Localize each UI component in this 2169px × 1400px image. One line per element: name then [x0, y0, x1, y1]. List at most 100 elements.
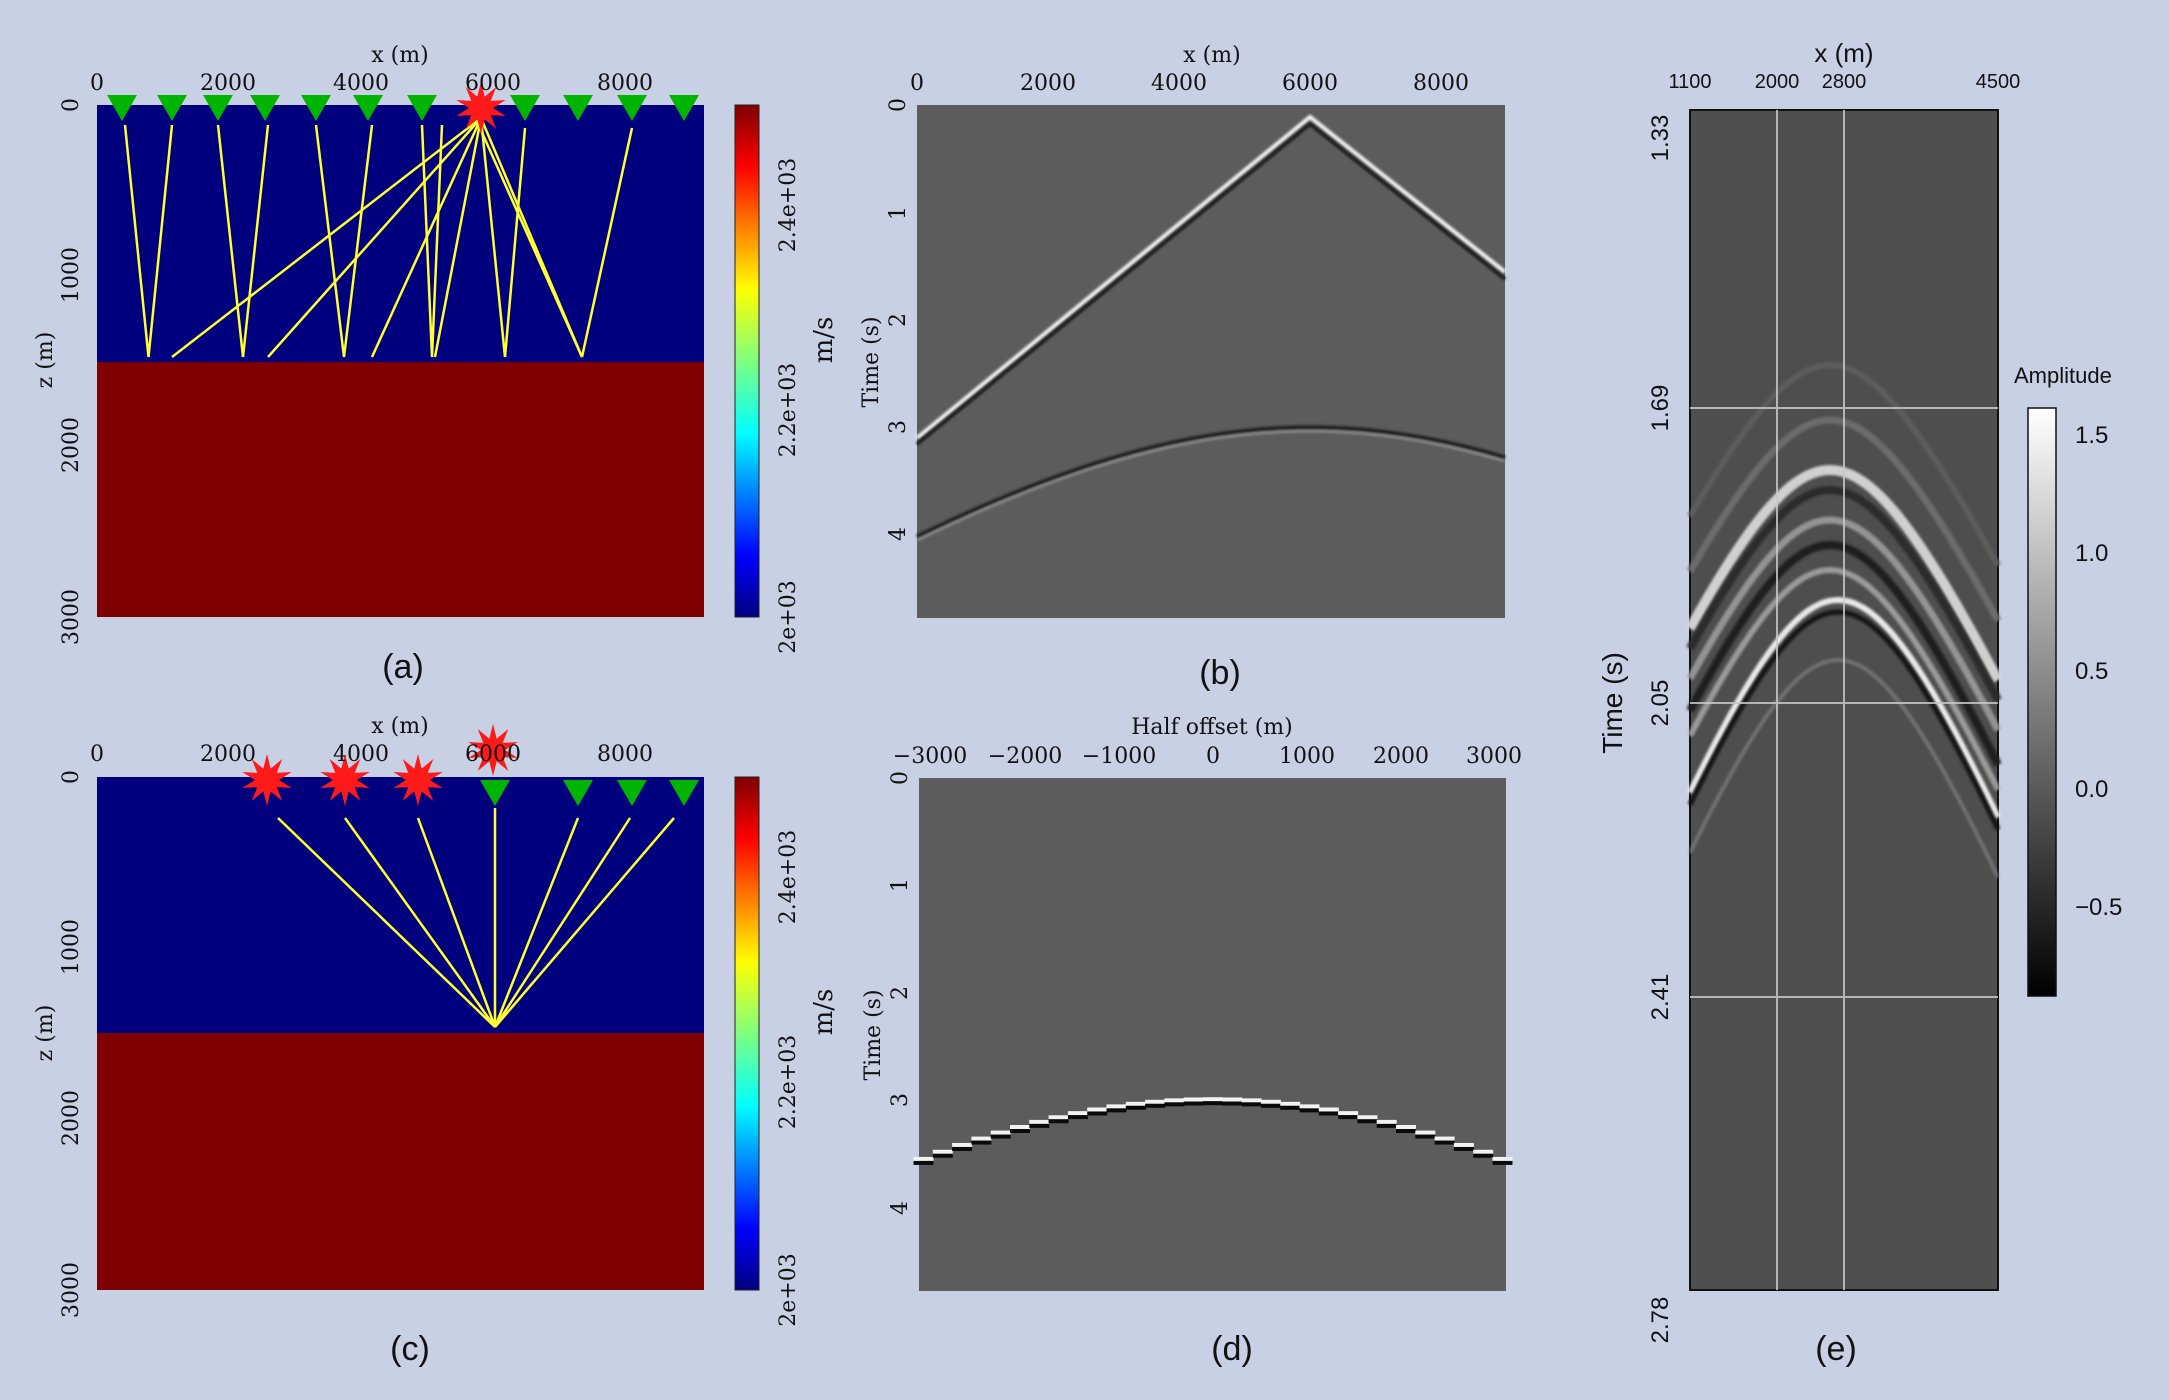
- receiver-triangle: [301, 95, 331, 121]
- event-segment: [1067, 1111, 1088, 1116]
- y-tick: 1: [886, 206, 911, 220]
- x-tick: −3000: [893, 744, 967, 769]
- panel-caption: (a): [382, 648, 424, 686]
- x-tick: 1100: [1668, 71, 1711, 93]
- colorbar-title: Amplitude: [2014, 363, 2112, 388]
- event-segment: [1029, 1119, 1050, 1124]
- y-tick: 0: [886, 98, 911, 112]
- event-segment: [1145, 1099, 1166, 1104]
- panel-d: Half offset (m) −3000 −2000 −1000 0 1000…: [861, 715, 1522, 1368]
- ray-path: [171, 117, 482, 358]
- receiver-triangle: [617, 780, 647, 806]
- x-tick: −2000: [988, 744, 1062, 769]
- x-tick: 1000: [1279, 744, 1335, 769]
- x-tick: 2000: [1373, 744, 1429, 769]
- z-axis-label: z (m): [33, 1005, 58, 1062]
- event-segment: [952, 1146, 973, 1151]
- receiver-triangle: [669, 780, 699, 806]
- amplitude-colorbar: [2027, 407, 2057, 997]
- source-star: [242, 754, 292, 806]
- ray-path: [123, 124, 174, 358]
- event-segment: [1203, 1101, 1223, 1106]
- colorbar-tick: 2.2e+03: [776, 1035, 801, 1129]
- y-axis-label: Time (s): [861, 989, 886, 1080]
- receiver-triangle: [669, 95, 699, 121]
- colorbar-tick: −0.5: [2075, 894, 2122, 921]
- x-axis-label: x (m): [1814, 38, 1873, 68]
- ray-path: [420, 124, 444, 358]
- event-segment: [913, 1160, 934, 1165]
- y-tick: 1.69: [1647, 385, 1674, 432]
- x-tick: 0: [90, 742, 104, 767]
- z-tick: 3000: [59, 1262, 84, 1318]
- ray-path: [503, 127, 527, 358]
- event-segment: [1357, 1119, 1378, 1124]
- z-tick: 1000: [59, 919, 84, 975]
- lower-layer: [97, 1033, 704, 1290]
- panel-caption: (e): [1815, 1330, 1857, 1368]
- event-segment: [1376, 1123, 1397, 1128]
- event-segment: [932, 1153, 953, 1158]
- y-tick: 2.41: [1647, 974, 1674, 1021]
- event-segment: [1164, 1102, 1185, 1107]
- ray-path: [314, 124, 374, 358]
- colorbar-tick: 2e+03: [776, 580, 801, 653]
- colorbar-tick: 1.0: [2075, 540, 2108, 567]
- cmp-event: [913, 1097, 1513, 1165]
- event-segment: [1396, 1125, 1416, 1130]
- receiver-triangle: [107, 95, 137, 121]
- colorbar-tick: 2.4e+03: [776, 830, 801, 924]
- x-tick: 4000: [333, 71, 389, 96]
- y-tick: 3: [886, 420, 911, 434]
- ray-path: [479, 117, 507, 358]
- event-segment: [1183, 1101, 1204, 1106]
- event-segment: [1357, 1115, 1378, 1120]
- z-tick: 0: [59, 770, 84, 784]
- receivers: [480, 780, 699, 806]
- reflection-event: [916, 430, 1506, 542]
- x-axis-label: x (m): [1183, 43, 1240, 68]
- ray-path: [370, 117, 483, 358]
- grid-lines: [1690, 110, 1998, 1290]
- colorbar-tick: 2.4e+03: [776, 158, 801, 252]
- event-segment: [1492, 1156, 1513, 1161]
- y-tick: 3: [888, 1093, 913, 1107]
- y-tick: 1: [888, 878, 913, 892]
- seismic-events: [915, 114, 1507, 542]
- event-segment: [1376, 1119, 1397, 1124]
- receiver-triangle: [250, 95, 280, 121]
- event-segment: [1492, 1160, 1513, 1165]
- event-segment: [1299, 1104, 1320, 1109]
- event-segment: [1280, 1101, 1301, 1106]
- x-tick: 3000: [1466, 744, 1522, 769]
- z-tick: 2000: [59, 1090, 84, 1146]
- receiver-triangle: [510, 95, 540, 121]
- colorbar-label: m/s: [809, 317, 839, 364]
- event-segment: [1145, 1103, 1166, 1108]
- x-axis-label: x (m): [371, 714, 428, 739]
- event-segment: [1029, 1123, 1050, 1128]
- x-tick: 8000: [597, 742, 653, 767]
- event-segment: [1415, 1130, 1436, 1135]
- y-tick: 2.78: [1647, 1297, 1674, 1344]
- event-segment: [1453, 1142, 1474, 1147]
- reflection-event: [916, 425, 1506, 538]
- event-segment: [1164, 1098, 1185, 1103]
- z-axis-label: z (m): [33, 332, 58, 389]
- y-axis-label: Time (s): [859, 316, 884, 407]
- event-segment: [1473, 1149, 1494, 1154]
- y-tick: 4: [886, 527, 911, 541]
- panel-e: x (m) 1100 2000 2800 4500 Time (s) 1.33 …: [1597, 38, 2122, 1368]
- panel-a: x (m) 0 2000 4000 6000 8000 z (m) 0 1000…: [33, 43, 839, 686]
- colorbar-label: m/s: [809, 989, 839, 1036]
- event-segment: [1241, 1098, 1262, 1103]
- z-tick: 3000: [59, 589, 84, 645]
- x-tick: 4000: [1151, 71, 1207, 96]
- x-tick: 6000: [465, 71, 521, 96]
- x-tick: 8000: [597, 71, 653, 96]
- lower-layer: [97, 362, 704, 617]
- ray-path: [494, 817, 675, 1028]
- event-segment: [1318, 1111, 1339, 1116]
- x-tick: 2000: [1755, 71, 1800, 93]
- ray-path: [478, 127, 584, 358]
